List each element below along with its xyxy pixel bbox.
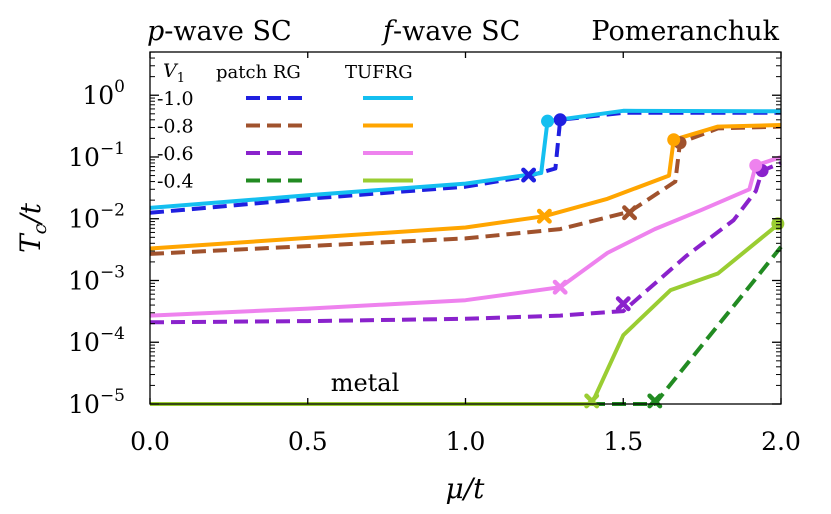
marker-cross-2-0 [622, 205, 638, 221]
y-tick-label-3: 10−3 [68, 262, 125, 295]
marker-layer [521, 113, 785, 409]
y-tick-label-2: 10−2 [68, 201, 125, 234]
marker-circle-3-1 [667, 133, 681, 147]
region-label-1: f-wave SC [381, 16, 520, 47]
axes-layer [149, 51, 782, 405]
legend-row-label-2: -0.6 [157, 143, 194, 165]
y-tick-label-5: 10−5 [68, 386, 125, 419]
region-label-0: p-wave SC [147, 16, 292, 47]
series-line-4 [149, 161, 782, 325]
legend-row-label-0: -1.0 [157, 88, 194, 110]
x-axis-label: μ/t [446, 472, 486, 505]
series-line-1 [149, 108, 782, 210]
legend-row-label-3: -0.4 [157, 171, 194, 193]
marker-cross-5-0 [552, 279, 568, 295]
y-tick-label-1: 10−1 [68, 139, 125, 172]
region-label-2: Pomeranchuk [591, 16, 779, 47]
y-tick-label-0: 100 [82, 77, 125, 110]
x-tick-label-0: 0.0 [130, 427, 170, 456]
marker-circle-0-1 [553, 113, 567, 127]
legend-v-header: V1 [163, 60, 185, 86]
series-line-5 [149, 155, 782, 318]
legend-row-label-1: -0.8 [157, 116, 194, 138]
x-tick-label-1: 0.5 [288, 427, 328, 456]
marker-cross-0-0 [521, 167, 537, 183]
x-tick-label-4: 2.0 [761, 427, 801, 456]
marker-cross-3-0 [536, 208, 552, 224]
y-tick-label-4: 10−4 [68, 324, 125, 357]
legend-col-patchrg: patch RG [216, 62, 301, 83]
series-line-3 [149, 123, 782, 251]
legend-col-tufrg: TUFRG [345, 62, 413, 83]
metal-annotation: metal [331, 369, 400, 397]
x-tick-label-3: 1.5 [603, 427, 643, 456]
series-line-2 [149, 124, 782, 256]
marker-circle-5-1 [749, 158, 763, 172]
marker-cross-4-0 [615, 296, 631, 312]
y-axis-label: Tc/t [14, 202, 51, 253]
text-layer: 0.0 0.5 1.0 1.5 2.0 100 10−1 10−2 10−3 10−4 10−5 μ/… [14, 16, 801, 505]
x-tick-label-2: 1.0 [446, 427, 486, 456]
marker-circle-1-0 [541, 114, 555, 128]
